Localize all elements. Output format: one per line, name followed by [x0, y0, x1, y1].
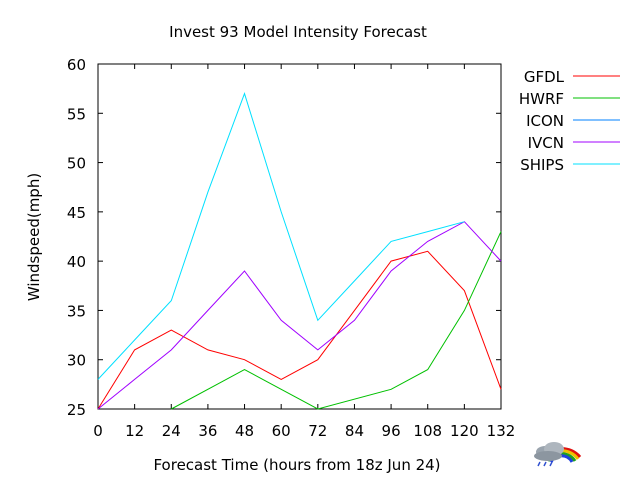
plot-frame [97, 63, 502, 410]
x-axis-ticks: 0 12 24 36 48 60 72 84 96 108 120 132 [93, 64, 515, 440]
x-tick-label: 72 [308, 422, 327, 440]
y-tick-label: 60 [67, 56, 86, 74]
x-tick-label: 0 [93, 422, 103, 440]
x-tick-label: 12 [125, 422, 144, 440]
series-line-gfdl [97, 250, 502, 410]
y-axis-ticks: 25 30 35 40 45 50 55 60 [67, 56, 501, 419]
x-tick-label: 36 [198, 422, 217, 440]
x-tick-label: 60 [272, 422, 291, 440]
x-tick-label: 132 [487, 422, 516, 440]
x-tick-label: 24 [162, 422, 181, 440]
series-line-ivcn [97, 221, 502, 410]
legend-label-ships: SHIPS [520, 156, 564, 174]
legend-label-icon: ICON [526, 112, 564, 130]
legend-label-hwrf: HWRF [519, 90, 564, 108]
y-tick-label: 25 [67, 401, 86, 419]
x-tick-label: 84 [345, 422, 364, 440]
x-tick-label: 48 [235, 422, 254, 440]
legend-label-ivcn: IVCN [528, 134, 564, 152]
x-axis-label: Forecast Time (hours from 18z Jun 24) [153, 456, 440, 474]
chart-title: Invest 93 Model Intensity Forecast [169, 23, 427, 41]
y-tick-label: 30 [67, 352, 86, 370]
x-tick-label: 108 [413, 422, 442, 440]
legend: GFDL HWRF ICON IVCN SHIPS [519, 68, 620, 174]
series-line-ships [97, 92, 465, 380]
y-tick-label: 55 [67, 105, 86, 123]
y-axis-label: Windspeed(mph) [25, 173, 43, 301]
legend-label-gfdl: GFDL [524, 68, 565, 86]
x-tick-label: 120 [450, 422, 479, 440]
series-lines [97, 92, 502, 410]
y-tick-label: 45 [67, 204, 86, 222]
x-tick-label: 96 [382, 422, 401, 440]
y-tick-label: 40 [67, 253, 86, 271]
y-tick-label: 35 [67, 302, 86, 320]
series-line-hwrf [171, 231, 502, 410]
weather-cloud-rainbow-logo [534, 442, 582, 467]
y-tick-label: 50 [67, 155, 86, 173]
